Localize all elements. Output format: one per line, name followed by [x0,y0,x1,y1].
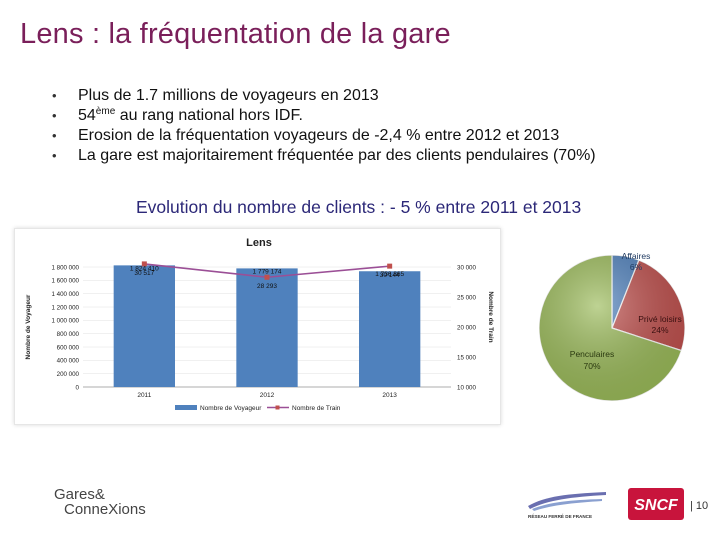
bullet-item: 54ème au rang national hors IDF. [52,106,596,126]
bullet-text-rank-rest: au rang national hors IDF. [115,107,303,124]
bar-voyageur [236,268,298,387]
y-right-tick-label: 30 000 [457,264,476,271]
bar-voyageur [359,271,421,387]
rff-swoosh-icon [532,499,602,511]
pie-label-affaires: Affaires [622,251,651,261]
y-tick-label: 1 400 000 [51,291,79,298]
pie-value-prive-loisirs: 24% [651,325,668,335]
chart-title: Lens [246,237,272,249]
train-data-label: 30 517 [134,270,154,277]
y-tick-label: 400 000 [57,358,80,365]
pie-label-prive-loisirs: Privé loisirs [638,314,681,324]
sncf-text: SNCF [634,497,679,514]
rff-text: RÉSEAU FERRÉ DE FRANCE [528,512,592,519]
sncf-logo: SNCF [627,487,685,526]
y-tick-label: 800 000 [57,331,80,338]
bullet-list: Plus de 1.7 millions de voyageurs en 201… [52,86,596,166]
y-tick-label: 0 [76,384,80,391]
y-tick-label: 1 600 000 [51,278,79,285]
x-tick-label: 2011 [137,392,151,399]
sncf-logo-background [628,488,684,520]
pie-chart: Affaires 6% Privé loisirs 24% Penculaire… [538,251,686,402]
train-point [387,263,393,269]
page-title: Lens : la fréquentation de la gare [20,18,451,50]
bullet-item: Plus de 1.7 millions de voyageurs en 201… [52,86,596,106]
bullet-text: Erosion de la fréquentation voyageurs de… [78,127,560,144]
bullet-text: Plus de 1.7 millions de voyageurs en 201… [78,87,379,104]
y-right-tick-label: 25 000 [457,294,476,301]
train-data-label: 30 144 [380,272,400,279]
y-tick-label: 200 000 [57,371,80,378]
y-right-tick-label: 10 000 [457,384,476,391]
bar-voyageur [113,265,175,387]
x-tick-label: 2013 [382,392,397,399]
train-point [264,274,270,280]
y-tick-label: 1 200 000 [51,304,79,311]
bar-data-label: 1 779 174 [253,268,282,275]
y-axis-label: Nombre de Voyageur [25,294,32,359]
train-data-label: 28 293 [257,283,277,290]
y-tick-label: 1 000 000 [51,318,79,325]
pie-value-affaires: 6% [630,262,643,272]
logo-line-2: ConneXions [64,501,146,518]
bullet-item: La gare est majoritairement fréquentée p… [52,146,596,166]
legend-label-train: Nombre de Train [292,405,341,412]
legend-label-voyageur: Nombre de Voyageur [200,405,262,412]
pie-label-penculaires: Penculaires [570,349,614,359]
rff-logo: RÉSEAU FERRÉ DE FRANCE [526,490,610,525]
page-number: | 10 [690,500,709,512]
x-tick-label: 2012 [260,392,275,399]
legend-swatch-voyageur [175,405,197,410]
pie-chart-panel: Affaires 6% Privé loisirs 24% Penculaire… [520,240,705,415]
bar-data-label: 1 736 365 [375,271,404,278]
y-right-tick-label: 15 000 [457,354,476,361]
bullet-item: Erosion de la fréquentation voyageurs de… [52,126,596,146]
y-tick-label: 1 800 000 [51,264,79,271]
legend-marker-train [275,405,280,410]
y-right-tick-label: 20 000 [457,324,476,331]
y-tick-label: 600 000 [57,344,80,351]
bar-data-label: 1 824 410 [130,265,159,272]
logo-line-1: Gares& [54,486,105,503]
bar-chart-panel: Lens Nombre de Voyageur Nombre de Train … [14,228,501,425]
rff-swoosh-icon [528,492,606,509]
gares-connexions-logo: Gares& ConneXions [54,484,164,523]
y-axis-right-label: Nombre de Train [487,291,494,342]
train-point [141,261,147,267]
bullet-text-rank: 54 [78,107,96,124]
evolution-caption: Evolution du nombre de clients : - 5 % e… [136,197,582,217]
bullet-text: La gare est majoritairement fréquentée p… [78,147,596,164]
bar-chart: Lens Nombre de Voyageur Nombre de Train … [25,237,494,412]
rank-suffix: ème [95,106,116,117]
pie-value-penculaires: 70% [583,361,600,371]
